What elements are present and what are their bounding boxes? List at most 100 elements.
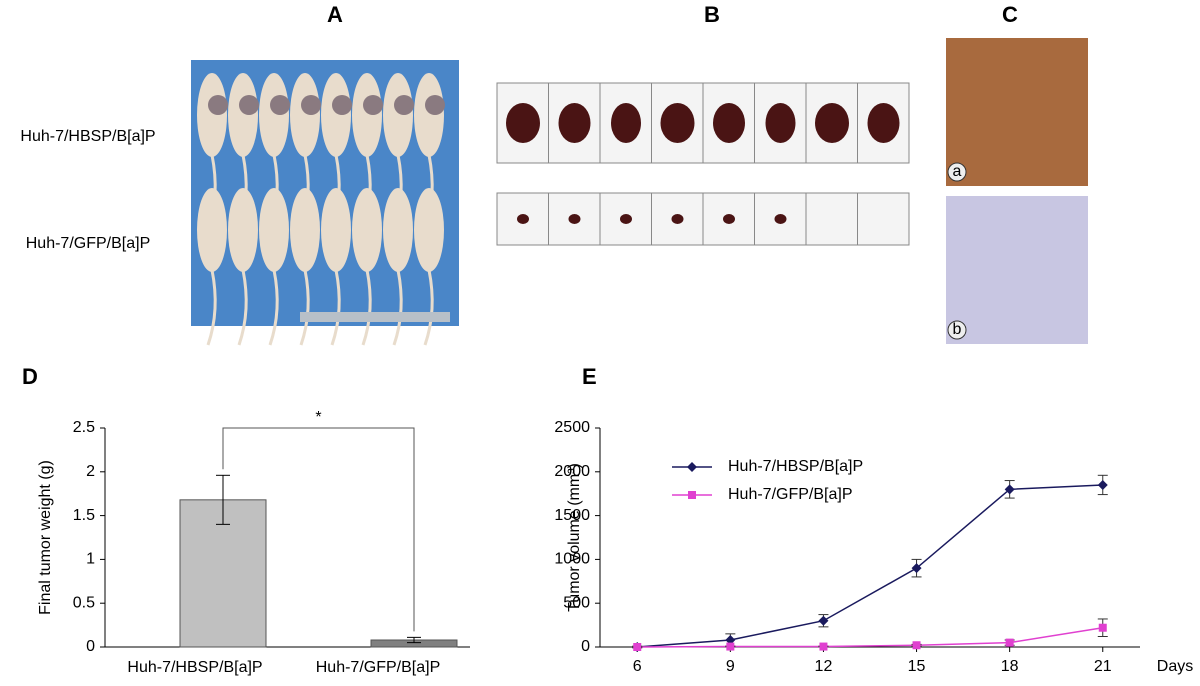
mouse xyxy=(383,73,413,157)
tumor xyxy=(867,103,900,143)
marker xyxy=(726,642,735,651)
mouse xyxy=(197,73,227,157)
x-axis-label: Days xyxy=(1157,658,1193,675)
mouse xyxy=(290,73,320,157)
tumor xyxy=(723,214,735,224)
tumor xyxy=(815,103,849,143)
y-tick-label: 2.5 xyxy=(73,419,95,436)
tumor xyxy=(506,103,540,143)
mouse xyxy=(321,73,351,157)
ruler xyxy=(300,312,450,322)
mouse xyxy=(197,188,227,272)
y-tick-label: 1 xyxy=(86,551,95,568)
marker xyxy=(725,634,736,645)
row-label: Huh-7/HBSP/B[a]P xyxy=(20,128,155,145)
marker xyxy=(911,563,922,574)
panel-label: B xyxy=(704,2,720,27)
legend-label: Huh-7/HBSP/B[a]P xyxy=(728,458,863,475)
x-tick-label: Huh-7/HBSP/B[a]P xyxy=(127,659,262,676)
tumor xyxy=(363,95,383,115)
tumor xyxy=(394,95,414,115)
line xyxy=(637,484,1103,648)
tail xyxy=(361,269,372,346)
y-axis-label: Final tumor weight (g) xyxy=(37,460,54,615)
x-tick-label: 15 xyxy=(908,658,926,675)
y-axis-label: Tumor volume (mm³) xyxy=(566,463,583,612)
tumor xyxy=(270,95,290,115)
panel-label: C xyxy=(1002,2,1018,27)
marker xyxy=(1097,479,1108,490)
row-label: Huh-7/GFP/B[a]P xyxy=(26,235,151,252)
significance-bracket xyxy=(222,427,415,632)
x-tick-label: 18 xyxy=(1001,658,1019,675)
tumor xyxy=(425,95,445,115)
tumor xyxy=(301,95,321,115)
marker xyxy=(818,615,829,626)
tumor xyxy=(568,214,581,224)
tumor xyxy=(774,214,787,224)
panel-label: A xyxy=(327,2,343,27)
tumor xyxy=(765,103,796,143)
tumor xyxy=(671,214,684,224)
tumor-box xyxy=(805,192,858,246)
tumor xyxy=(713,103,745,143)
tail xyxy=(206,269,217,346)
tumor-box xyxy=(857,192,910,246)
mouse xyxy=(414,73,444,157)
sublabel-circle xyxy=(947,162,967,182)
mouse xyxy=(321,188,351,272)
marker xyxy=(1098,623,1107,632)
y-tick-label: 0 xyxy=(581,638,590,655)
marker xyxy=(1005,638,1014,647)
y-tick-label: 1500 xyxy=(554,507,590,524)
sublabel: a xyxy=(953,163,962,180)
tumor xyxy=(660,103,695,143)
ihc-image xyxy=(946,196,1088,344)
marker xyxy=(633,643,642,651)
legend-marker xyxy=(688,491,696,499)
tumor xyxy=(517,214,529,224)
mouse xyxy=(259,73,289,157)
y-tick-label: 2000 xyxy=(554,463,590,480)
legend-label: Huh-7/GFP/B[a]P xyxy=(728,486,853,503)
y-tick-label: 0 xyxy=(86,638,95,655)
tail xyxy=(237,269,248,346)
marker xyxy=(912,641,921,650)
mouse xyxy=(414,188,444,272)
panel-label: E xyxy=(582,364,597,389)
mouse xyxy=(259,188,289,272)
mouse xyxy=(352,188,382,272)
tail xyxy=(268,269,279,346)
tail xyxy=(423,269,434,346)
y-tick-label: 500 xyxy=(563,594,590,611)
y-tick-label: 2 xyxy=(86,463,95,480)
tumor xyxy=(620,214,632,224)
y-tick-label: 2500 xyxy=(554,419,590,436)
sublabel: b xyxy=(953,321,962,338)
mouse xyxy=(290,188,320,272)
marker xyxy=(819,642,828,651)
mice xyxy=(197,73,445,346)
y-tick-label: 1.5 xyxy=(73,507,95,524)
line xyxy=(637,626,1103,648)
tail xyxy=(392,269,403,346)
y-tick-label: 0.5 xyxy=(73,594,95,611)
sublabel-circle xyxy=(947,320,967,340)
mouse xyxy=(228,73,258,157)
x-tick-label: 6 xyxy=(633,658,642,675)
significance-label: * xyxy=(315,409,321,426)
tail xyxy=(299,269,310,346)
mouse xyxy=(383,188,413,272)
tumors xyxy=(496,82,910,246)
tumor xyxy=(558,103,591,143)
tumor xyxy=(208,95,228,115)
y-tick-label: 1000 xyxy=(554,551,590,568)
marker xyxy=(1004,484,1015,495)
panel-label: D xyxy=(22,364,38,389)
legend-marker xyxy=(687,462,697,472)
tumor xyxy=(332,95,352,115)
mouse xyxy=(228,188,258,272)
x-tick-label: 12 xyxy=(815,658,833,675)
